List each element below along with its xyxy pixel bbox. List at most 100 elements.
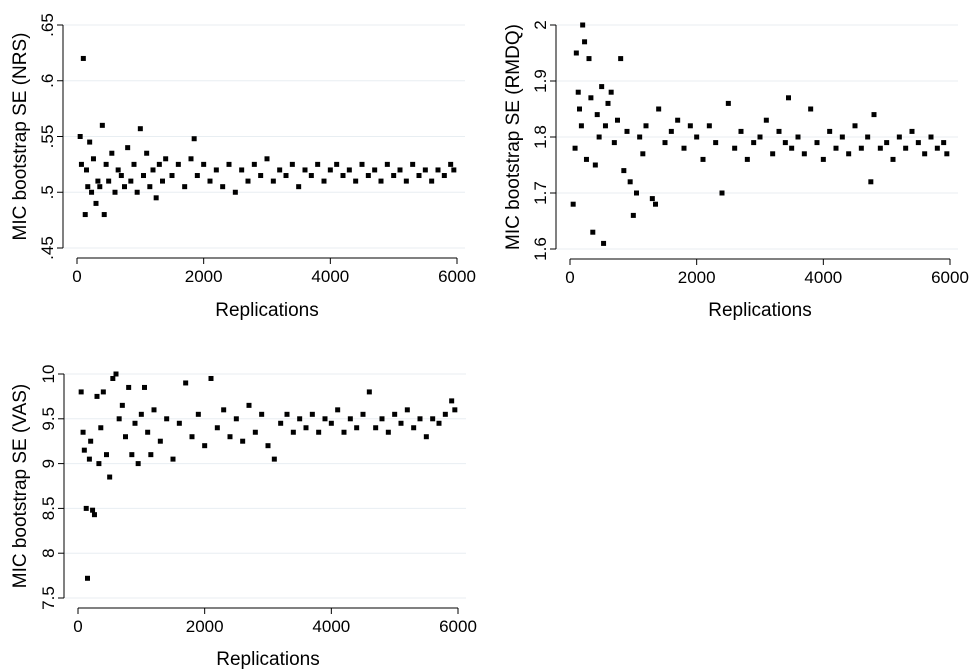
data-point bbox=[594, 112, 600, 118]
data-point bbox=[164, 416, 170, 422]
data-point bbox=[191, 136, 197, 142]
data-point bbox=[397, 167, 403, 173]
data-point bbox=[221, 407, 227, 413]
data-point bbox=[227, 434, 233, 440]
data-point bbox=[137, 126, 143, 132]
data-point bbox=[207, 178, 213, 184]
data-point bbox=[321, 178, 327, 184]
data-point bbox=[214, 425, 220, 431]
x-tick-label: 2000 bbox=[185, 267, 223, 286]
data-point bbox=[182, 184, 188, 190]
data-point bbox=[578, 123, 584, 129]
data-point bbox=[738, 128, 744, 134]
data-point bbox=[340, 173, 346, 179]
data-point bbox=[246, 402, 252, 408]
data-point bbox=[278, 420, 284, 426]
data-point bbox=[322, 416, 328, 422]
y-tick-label: 8 bbox=[39, 548, 58, 557]
data-point bbox=[271, 456, 277, 462]
data-point bbox=[220, 184, 226, 190]
data-point bbox=[449, 398, 455, 404]
data-point bbox=[78, 389, 84, 395]
y-tick-label: .5 bbox=[38, 185, 57, 199]
data-point bbox=[681, 145, 687, 151]
data-point bbox=[169, 173, 175, 179]
data-point bbox=[934, 145, 940, 151]
data-point bbox=[577, 106, 582, 112]
x-tick-label: 6000 bbox=[438, 267, 476, 286]
data-point bbox=[110, 375, 116, 381]
data-point bbox=[85, 575, 90, 581]
data-point bbox=[656, 106, 662, 112]
data-point bbox=[226, 161, 232, 167]
data-point bbox=[80, 55, 86, 61]
data-point bbox=[240, 438, 246, 444]
data-point bbox=[85, 184, 91, 190]
data-point bbox=[264, 156, 270, 162]
data-point bbox=[627, 179, 633, 185]
data-point bbox=[347, 416, 353, 422]
data-point bbox=[315, 161, 321, 167]
data-point bbox=[890, 156, 896, 162]
data-point bbox=[81, 447, 87, 453]
data-point bbox=[297, 416, 303, 422]
y-tick-label: .6 bbox=[38, 74, 57, 88]
data-point bbox=[590, 229, 596, 235]
data-point bbox=[91, 512, 97, 518]
data-point bbox=[151, 407, 157, 413]
data-point bbox=[871, 112, 877, 118]
data-point bbox=[83, 505, 89, 511]
data-point bbox=[751, 140, 757, 146]
data-point bbox=[653, 201, 658, 207]
data-point bbox=[188, 156, 194, 162]
data-point bbox=[884, 140, 890, 146]
y-tick-label: 1.8 bbox=[531, 125, 550, 149]
data-point bbox=[602, 123, 608, 129]
data-point bbox=[763, 117, 769, 123]
y-tick-label: 1.6 bbox=[531, 237, 550, 261]
data-point bbox=[202, 443, 208, 449]
data-point bbox=[599, 84, 605, 90]
x-tick-label: 6000 bbox=[439, 617, 477, 636]
data-point bbox=[107, 474, 113, 480]
data-point bbox=[630, 212, 636, 218]
data-point bbox=[316, 429, 322, 435]
data-point bbox=[582, 39, 588, 45]
data-point bbox=[258, 173, 264, 179]
data-point bbox=[335, 407, 341, 413]
data-point bbox=[101, 212, 107, 218]
data-point bbox=[170, 456, 176, 462]
data-point bbox=[153, 195, 159, 201]
x-tick-label: 4000 bbox=[311, 267, 349, 286]
data-point bbox=[189, 434, 195, 440]
x-tick-label: 2000 bbox=[678, 268, 716, 287]
data-point bbox=[354, 425, 360, 431]
data-point bbox=[621, 168, 627, 174]
data-point bbox=[725, 100, 731, 106]
y-axis-title: MIC bootstrap SE (NRS) bbox=[10, 33, 31, 241]
data-point bbox=[147, 184, 153, 190]
data-point bbox=[90, 507, 96, 513]
data-point bbox=[944, 151, 950, 157]
data-point bbox=[608, 89, 614, 95]
x-tick-label: 6000 bbox=[931, 268, 969, 287]
data-point bbox=[827, 128, 833, 134]
data-point bbox=[744, 156, 750, 162]
data-point bbox=[858, 145, 864, 151]
data-point bbox=[290, 429, 296, 435]
y-tick-label: 7.5 bbox=[39, 586, 58, 610]
data-point bbox=[144, 150, 150, 156]
data-point bbox=[126, 384, 132, 390]
data-point bbox=[239, 167, 245, 173]
panel-rmdq: 1.6 1.7 1.8 1.9 2 0 2000 4000 6000 Replications MI… bbox=[503, 20, 969, 321]
data-point bbox=[572, 145, 578, 151]
data-point bbox=[417, 416, 423, 422]
data-point bbox=[82, 212, 88, 218]
y-axis-title: MIC bootstrap SE (RMDQ) bbox=[503, 24, 524, 250]
data-point bbox=[359, 161, 365, 167]
data-point bbox=[96, 461, 102, 467]
data-point bbox=[141, 173, 146, 179]
data-point bbox=[112, 189, 118, 195]
data-point bbox=[846, 151, 852, 157]
